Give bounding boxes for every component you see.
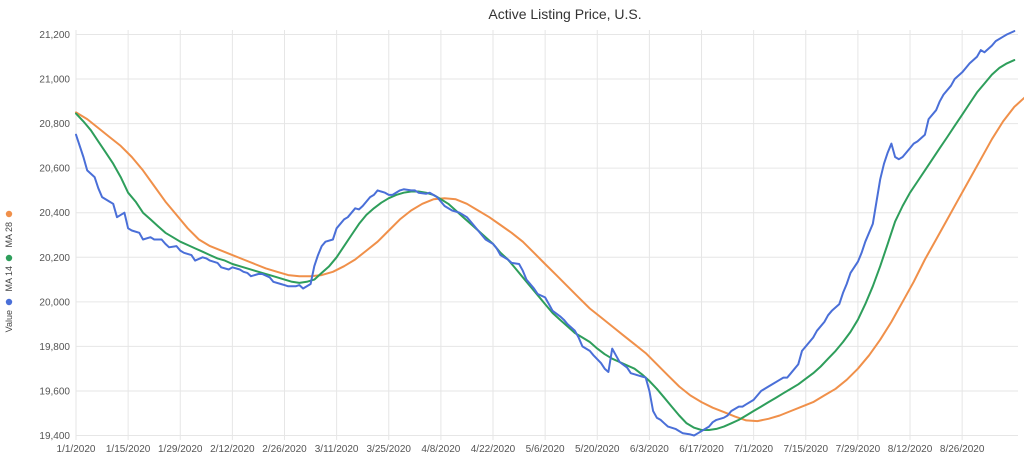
x-tick-label: 4/22/2020 <box>471 444 516 455</box>
y-tick-label: 20,600 <box>39 164 70 175</box>
x-tick-label: 8/26/2020 <box>940 444 985 455</box>
legend-marker <box>5 210 13 218</box>
legend-marker <box>5 254 13 262</box>
x-tick-label: 6/3/2020 <box>630 444 669 455</box>
x-tick-label: 2/12/2020 <box>210 444 255 455</box>
y-tick-label: 20,800 <box>39 119 70 130</box>
series-lines <box>75 30 1024 437</box>
legend-label: MA 14 <box>4 266 14 292</box>
x-tick-label: 6/17/2020 <box>679 444 724 455</box>
legend-label: Value <box>4 310 14 332</box>
grid <box>75 30 1018 440</box>
x-tick-label: 7/1/2020 <box>734 444 773 455</box>
x-tick-label: 1/29/2020 <box>158 444 203 455</box>
y-tick-label: 20,200 <box>39 253 70 264</box>
y-axis-ticks: 19,400 19,600 19,800 20,000 20,200 20,400 20,6… <box>39 30 70 442</box>
series-line-ma-28 <box>75 96 1024 423</box>
y-tick-label: 20,400 <box>39 208 70 219</box>
legend[interactable]: Value MA 14 MA 28 <box>4 210 14 333</box>
legend-item-ma-28[interactable]: MA 28 <box>4 210 14 248</box>
y-tick-label: 19,800 <box>39 342 70 353</box>
y-tick-label: 19,400 <box>39 431 70 442</box>
x-tick-label: 2/26/2020 <box>262 444 307 455</box>
series-line-value <box>75 30 1016 437</box>
x-tick-label: 8/12/2020 <box>888 444 933 455</box>
x-tick-label: 5/6/2020 <box>526 444 565 455</box>
x-tick-label: 7/29/2020 <box>836 444 881 455</box>
x-tick-label: 1/15/2020 <box>106 444 151 455</box>
x-tick-label: 5/20/2020 <box>575 444 620 455</box>
y-tick-label: 21,200 <box>39 30 70 41</box>
legend-item-ma-14[interactable]: MA 14 <box>4 254 14 292</box>
y-tick-label: 21,000 <box>39 75 70 86</box>
chart-title: Active Listing Price, U.S. <box>488 6 641 22</box>
series-line-ma-14 <box>75 59 1016 431</box>
y-tick-label: 20,000 <box>39 297 70 308</box>
x-tick-label: 4/8/2020 <box>421 444 460 455</box>
x-tick-label: 3/25/2020 <box>367 444 412 455</box>
y-tick-label: 19,600 <box>39 386 70 397</box>
legend-marker <box>5 298 13 306</box>
legend-label: MA 28 <box>4 222 14 248</box>
x-axis-ticks: 1/1/2020 1/15/2020 1/29/2020 2/12/2020 2/26/… <box>57 444 985 455</box>
legend-item-value[interactable]: Value <box>4 298 14 333</box>
x-tick-label: 3/11/2020 <box>315 444 359 455</box>
x-tick-label: 1/1/2020 <box>57 444 96 455</box>
x-tick-label: 7/15/2020 <box>784 444 829 455</box>
